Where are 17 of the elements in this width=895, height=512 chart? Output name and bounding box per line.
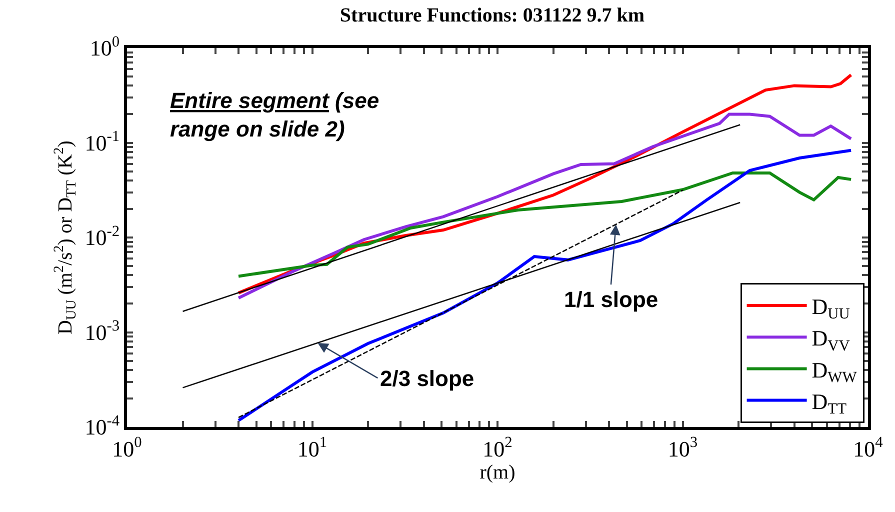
chart-title: Structure Functions: 031122 9.7 km — [340, 4, 645, 27]
legend-label: D$_{UU}$ — [812, 294, 850, 323]
legend-label: D$_{WW}$ — [812, 357, 858, 386]
x-tick-label: 10$^{2}$ — [482, 434, 512, 462]
y-tick-label: 10$^{0}$ — [90, 33, 120, 61]
annotation: Entire segment (see range on slide 2) — [170, 88, 380, 142]
x-tick-label: 10$^{4}$ — [853, 434, 884, 462]
legend-label: D$_{TT}$ — [812, 388, 848, 418]
x-tick-label: 10$^{1}$ — [297, 434, 328, 462]
annotation: 2/3 slope — [380, 366, 474, 391]
y-tick-label: 10$^{-2}$ — [84, 222, 120, 250]
y-tick-label: 10$^{-1}$ — [84, 128, 120, 156]
x-axis-title: r(m) — [480, 461, 516, 484]
x-tick-label: 10$^{3}$ — [668, 434, 698, 462]
y-tick-label: 10$^{-3}$ — [84, 318, 120, 345]
legend-label: D$_{VV}$ — [812, 326, 850, 354]
annotation: 1/1 slope — [564, 287, 658, 312]
